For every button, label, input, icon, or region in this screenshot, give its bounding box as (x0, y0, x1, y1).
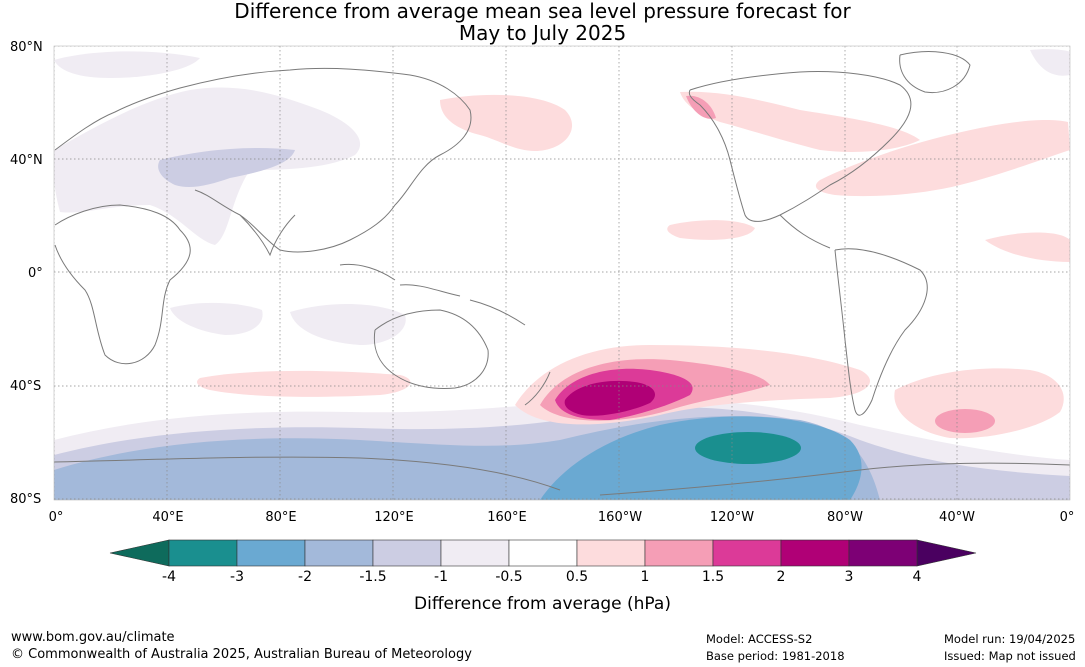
lon-label-0-east: 0° (1059, 510, 1075, 525)
footer-model-run: Model run: 19/04/2025 (944, 632, 1076, 646)
lon-label-40w: 40°W (939, 510, 975, 525)
anomaly-pos-atlantic-core (935, 409, 995, 433)
map-title-line2: May to July 2025 (458, 21, 627, 45)
colorbar-cell (440, 539, 510, 567)
footer-issued: Issued: Map not issued (944, 649, 1076, 663)
lon-label-120e: 120°E (374, 510, 414, 525)
colorbar-cell (576, 539, 646, 567)
colorbar-tick-label: 4 (912, 569, 922, 585)
anomaly-neg-atlantic-n (1030, 49, 1070, 76)
footer-url[interactable]: www.bom.gov.au/climate (11, 630, 175, 645)
colorbar-high-extend (916, 539, 977, 567)
lat-label-80s: 80°S (10, 492, 42, 507)
anomaly-pos-indian (197, 370, 411, 397)
anomaly-pos-natl (815, 120, 1070, 197)
colorbar-tick-label: -0.5 (495, 569, 523, 585)
colorbar-cell (304, 539, 374, 567)
colorbar-cell (780, 539, 850, 567)
colorbar-cell (372, 539, 442, 567)
lon-label-0-west: 0° (48, 510, 64, 525)
colorbar-tick-label: -3 (230, 569, 244, 585)
anomaly-neg-wpac (290, 304, 406, 345)
coastlines (54, 51, 1070, 496)
anomaly-pos-tropical (667, 220, 755, 240)
lat-label-40s: 40°S (10, 379, 42, 394)
colorbar-tick-label: -1.5 (359, 569, 387, 585)
colorbar-tick-label: 1.5 (701, 569, 725, 585)
footer-model: Model: ACCESS-S2 (706, 632, 813, 646)
lon-label-160e: 160°E (487, 510, 527, 525)
anomaly-pos-2 (564, 380, 655, 416)
colorbar-tick-label: 3 (844, 569, 854, 585)
anomaly-core-minus-3 (695, 432, 801, 464)
footer-base-period: Base period: 1981-2018 (706, 649, 845, 663)
anomaly-pos-atl-east (985, 232, 1070, 262)
colorbar-tick-label: 1 (640, 569, 650, 585)
colorbar-low-extend (109, 539, 170, 567)
colorbar-tick-label: -2 (298, 569, 312, 585)
lon-label-120w: 120°W (709, 510, 755, 525)
colorbar-cell (508, 539, 578, 567)
colorbar-cell (644, 539, 714, 567)
map-title-line1: Difference from average mean sea level p… (234, 0, 851, 23)
colorbar-tick-label: 0.5 (565, 569, 589, 585)
lon-label-160w: 160°W (597, 510, 643, 525)
lat-label-0: 0° (28, 266, 43, 281)
anomaly-neg-eurasia-core (158, 148, 295, 188)
lon-label-80e: 80°E (265, 510, 297, 525)
anomaly-pos-alaska-core (686, 95, 716, 119)
colorbar-tick-label: -1 (434, 569, 448, 585)
lon-label-40e: 40°E (152, 510, 184, 525)
colorbar-cell (848, 539, 918, 567)
anomaly-neg-arctic (54, 51, 200, 78)
colorbar-tick-label: -4 (162, 569, 176, 585)
lat-label-40n: 40°N (10, 153, 43, 168)
colorbar-cell (168, 539, 238, 567)
anomaly-pos-alaska (680, 91, 920, 152)
footer-copyright: © Commonwealth of Australia 2025, Austra… (11, 647, 472, 662)
lat-label-80n: 80°N (10, 40, 43, 55)
colorbar (109, 539, 977, 567)
colorbar-tick-label: 2 (776, 569, 786, 585)
lon-label-80w: 80°W (827, 510, 863, 525)
colorbar-cell (712, 539, 782, 567)
colorbar-cell (236, 539, 306, 567)
anomaly-neg-indian (170, 302, 263, 335)
graticule (54, 46, 1070, 500)
colorbar-title: Difference from average (hPa) (414, 594, 671, 614)
